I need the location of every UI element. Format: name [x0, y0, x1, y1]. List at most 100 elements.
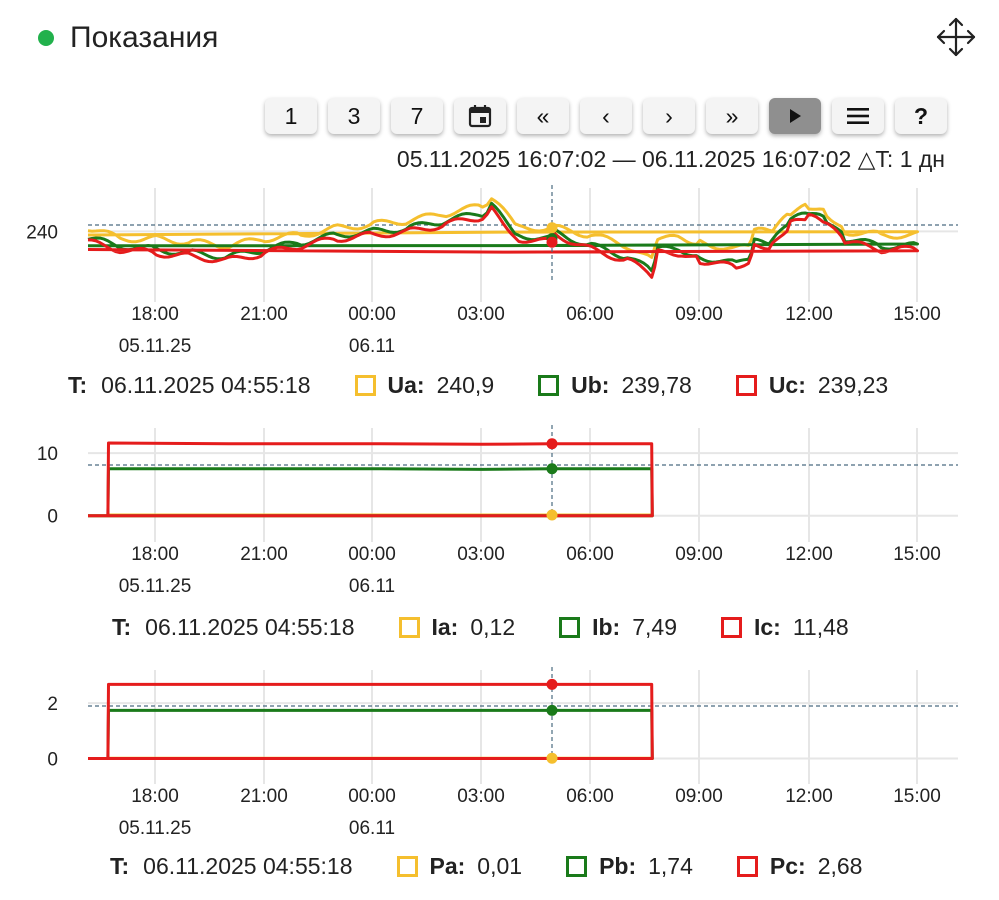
series-a-name: Ua: — [387, 372, 425, 398]
cursor-point-ic — [546, 438, 558, 450]
cursor-point-ia — [546, 509, 558, 521]
series-a-name: Ia: — [431, 614, 459, 640]
x-tick-label: 06:00 — [566, 786, 614, 807]
cursor-point-ua — [546, 222, 558, 234]
x-tick-label: 06:00 — [566, 544, 614, 565]
calendar-icon — [468, 105, 492, 128]
x-tick-label: 15:00 — [893, 304, 941, 325]
x-tick-label: 12:00 — [785, 544, 833, 565]
voltage-legend: T: 06.11.2025 04:55:18 Ua: 240,9 Ub: 239… — [68, 372, 888, 399]
series-b-name: Ub: — [571, 372, 610, 398]
x-tick-label: 03:00 — [457, 544, 505, 565]
cursor-point-pb — [546, 704, 558, 716]
x-tick-label: 21:00 — [240, 786, 288, 807]
series-b-swatch[interactable] — [559, 617, 581, 638]
x-tick-label: 12:00 — [785, 786, 833, 807]
x-tick-label: 18:00 — [131, 786, 179, 807]
series-a-swatch[interactable] — [396, 856, 418, 877]
play-button[interactable] — [769, 98, 821, 134]
series-a-swatch[interactable] — [398, 617, 420, 638]
series-c-value: 239,23 — [817, 372, 889, 398]
series-a-swatch[interactable] — [354, 375, 376, 396]
period-7-days-button[interactable]: 7 — [391, 98, 443, 134]
x-tick-label: 00:00 — [348, 544, 396, 565]
y-tick-label: 2 — [47, 694, 58, 715]
series-c-swatch[interactable] — [720, 617, 742, 638]
series-c-value: 2,68 — [817, 853, 863, 879]
cursor-time-label: T: — [68, 372, 88, 398]
series-line-ua — [87, 197, 919, 259]
toolbar: 1 3 7 « ‹ › » ? — [265, 98, 947, 134]
x-tick-label: 06:00 — [566, 304, 614, 325]
help-button[interactable]: ? — [895, 98, 947, 134]
series-a-value: 0,12 — [470, 614, 516, 640]
x-subtick-label: 06.11 — [349, 818, 395, 839]
series-b-value: 7,49 — [632, 614, 677, 640]
series-c-swatch[interactable] — [736, 856, 758, 877]
x-tick-label: 00:00 — [348, 786, 396, 807]
series-a-value: 0,01 — [477, 853, 523, 879]
x-tick-label: 12:00 — [785, 304, 833, 325]
x-subtick-label: 05.11.25 — [119, 336, 192, 357]
x-tick-label: 18:00 — [131, 304, 179, 325]
cursor-time-label: T: — [112, 614, 132, 640]
series-a-name: Pa: — [429, 853, 466, 879]
jump-forward-button[interactable]: » — [706, 98, 758, 134]
voltage-chart[interactable]: 240 18:00 05.11.25 21:00 00:00 06.11 03:00 06:0… — [0, 180, 999, 360]
x-tick-label: 15:00 — [893, 544, 941, 565]
menu-button[interactable] — [832, 98, 884, 134]
status-dot — [38, 30, 54, 46]
panel-header: Показания — [38, 18, 218, 58]
cursor-time-value: 06.11.2025 04:55:18 — [143, 853, 353, 879]
series-line-pc — [88, 682, 654, 760]
y-tick-label: 0 — [47, 749, 58, 770]
series-line-pb — [88, 708, 654, 760]
x-subtick-label: 06.11 — [349, 336, 395, 357]
x-tick-label: 15:00 — [893, 786, 941, 807]
series-b-swatch[interactable] — [538, 375, 560, 396]
series-c-name: Uc: — [768, 372, 806, 398]
series-c-swatch[interactable] — [735, 375, 757, 396]
step-back-button[interactable]: ‹ — [580, 98, 632, 134]
menu-icon — [847, 108, 869, 124]
x-tick-label: 09:00 — [675, 786, 723, 807]
cursor-point-pa — [546, 752, 558, 764]
current-legend: T: 06.11.2025 04:55:18 Ia: 0,12 Ib: 7,49… — [112, 614, 849, 641]
play-icon — [790, 109, 801, 123]
cursor-time-value: 06.11.2025 04:55:18 — [101, 372, 311, 398]
move-icon[interactable] — [935, 16, 977, 58]
series-b-swatch[interactable] — [566, 856, 588, 877]
x-tick-label: 21:00 — [240, 304, 288, 325]
current-chart[interactable]: 0 10 18:00 05.11.25 21:00 00:00 06.11 03:00 06:0… — [0, 420, 999, 600]
series-c-value: 11,48 — [792, 614, 849, 640]
x-tick-label: 21:00 — [240, 544, 288, 565]
series-c-name: Ic: — [753, 614, 781, 640]
series-line-ib — [88, 467, 654, 518]
series-b-name: Ib: — [592, 614, 621, 640]
x-tick-label: 03:00 — [457, 304, 505, 325]
x-tick-label: 09:00 — [675, 304, 723, 325]
x-tick-label: 18:00 — [131, 544, 179, 565]
calendar-button[interactable] — [454, 98, 506, 134]
period-3-days-button[interactable]: 3 — [328, 98, 380, 134]
x-tick-label: 00:00 — [348, 304, 396, 325]
step-forward-button[interactable]: › — [643, 98, 695, 134]
power-chart[interactable]: 0 2 18:00 05.11.25 21:00 00:00 06.11 03:00 06:00… — [0, 662, 999, 842]
series-line-ic — [88, 441, 654, 518]
power-legend: T: 06.11.2025 04:55:18 Pa: 0,01 Pb: 1,74… — [110, 853, 862, 880]
panel-title: Показания — [70, 21, 219, 54]
x-tick-label: 03:00 — [457, 786, 505, 807]
time-range-label: 05.11.2025 16:07:02 — 06.11.2025 16:07:0… — [396, 146, 945, 172]
x-tick-label: 09:00 — [675, 544, 723, 565]
series-b-value: 1,74 — [648, 853, 693, 879]
cursor-time-value: 06.11.2025 04:55:18 — [145, 614, 355, 640]
series-a-value: 240,9 — [436, 372, 495, 398]
jump-back-button[interactable]: « — [517, 98, 569, 134]
series-line-uc — [87, 205, 919, 279]
y-tick-label: 240 — [26, 222, 58, 243]
series-b-name: Pb: — [599, 853, 637, 879]
period-1-day-button[interactable]: 1 — [265, 98, 317, 134]
x-subtick-label: 05.11.25 — [119, 576, 192, 597]
series-c-name: Pc: — [769, 853, 806, 879]
x-subtick-label: 05.11.25 — [119, 818, 192, 839]
